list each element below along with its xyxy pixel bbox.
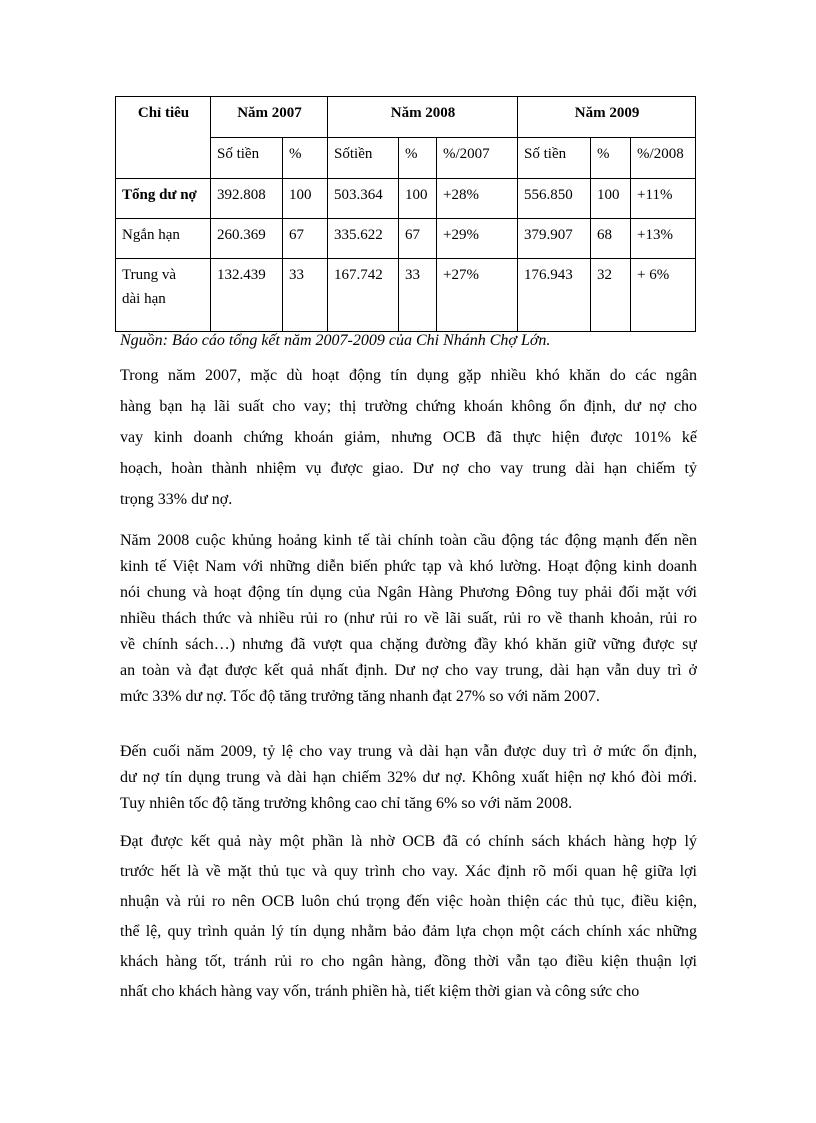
cell: 100 — [398, 178, 438, 219]
paragraph-line: hoạch, hoàn thành nhiệm vụ được giao. Dư… — [120, 460, 697, 477]
cell: 392.808 — [210, 178, 283, 219]
cell: 556.850 — [517, 178, 592, 219]
paragraph-line: hàng bạn hạ lãi suất cho vay; thị trường… — [120, 398, 697, 415]
table-row: Tổng dư nợ 392.808 100 503.364 100 +28% … — [115, 178, 697, 219]
cell: 132.439 — [210, 258, 283, 332]
subheader-cell: % — [398, 137, 438, 179]
subheader-cell: Sốtiền — [327, 137, 400, 179]
subheader-cell: % — [281, 137, 329, 179]
header-indicator: Chỉ tiêu — [115, 96, 211, 179]
paragraph-line: nhất cho khách hàng vay vốn, tránh phiền… — [120, 983, 640, 1000]
cell: 67 — [398, 218, 438, 259]
paragraph-line: Tuy nhiên tốc độ tăng trưởng không cao c… — [120, 795, 573, 812]
header-year-2009: Năm 2009 — [517, 96, 697, 138]
table-row: Trung và dài hạn 132.439 33 167.742 33 +2… — [115, 258, 697, 332]
paragraph-line: nhiều thách thức và nhiều rủi ro (như rủ… — [120, 610, 697, 627]
paragraph-line: an toàn và đạt được kết quả nhất định. D… — [120, 662, 697, 679]
subheader-cell: % — [590, 137, 632, 179]
subheader-cell: %/2007 — [436, 137, 519, 179]
paragraph-results: Đạt được kết quả này một phần là nhờ OCB… — [120, 827, 697, 1007]
subheader-cell: Số tiền — [210, 137, 283, 179]
paragraph-line: nhuận và rủi ro nên OCB luôn chú trọng đ… — [120, 893, 697, 910]
paragraph-2009: Đến cuối năm 2009, tỷ lệ cho vay trung v… — [120, 739, 697, 817]
paragraph-line: Trong năm 2007, mặc dù hoạt động tín dụn… — [120, 367, 697, 384]
cell: 335.622 — [327, 218, 400, 259]
cell: 32 — [590, 258, 632, 332]
paragraph-line: dư nợ tín dụng trung và dài hạn chiếm 32… — [120, 769, 697, 786]
paragraph-line: khách hàng tốt, tránh rủi ro cho ngân hà… — [120, 953, 697, 970]
cell: 379.907 — [517, 218, 592, 259]
cell: +28% — [436, 178, 519, 219]
cell: 68 — [590, 218, 632, 259]
row-label: Trung và dài hạn — [115, 258, 211, 332]
paragraph-line: mức 33% dư nợ. Tốc độ tăng trưởng tăng n… — [120, 688, 600, 705]
paragraph-line: Năm 2008 cuộc khủng hoảng kinh tế tài ch… — [120, 532, 697, 549]
cell: 100 — [590, 178, 632, 219]
paragraph-line: nói chung và hoạt động tín dụng của Ngân… — [120, 584, 697, 601]
cell: +27% — [436, 258, 519, 332]
cell: 33 — [281, 258, 329, 332]
paragraph-line: trước hết là về mặt thủ tục và quy trình… — [120, 863, 697, 880]
cell: 167.742 — [327, 258, 400, 332]
row-label-line: Trung và — [122, 267, 177, 283]
row-label-line: dài hạn — [122, 291, 166, 307]
paragraph-line: thể lệ, quy trình quản lý tín dụng nhằm … — [120, 923, 697, 940]
paragraph-line: Đạt được kết quả này một phần là nhờ OCB… — [120, 833, 697, 850]
subheader-cell: Số tiền — [517, 137, 592, 179]
paragraph-line: trọng 33% dư nợ. — [120, 491, 233, 508]
header-year-2007: Năm 2007 — [209, 96, 329, 138]
paragraph-line: về chính sách…) nhưng đã vượt qua chặng … — [120, 636, 697, 653]
cell: 100 — [281, 178, 329, 219]
cell: 176.943 — [517, 258, 592, 332]
paragraph-line: Đến cuối năm 2009, tỷ lệ cho vay trung v… — [120, 743, 697, 760]
row-label: Tổng dư nợ — [115, 178, 211, 219]
cell: +29% — [436, 218, 519, 259]
table-source-caption: Nguồn: Báo cáo tổng kết năm 2007-2009 củ… — [120, 332, 551, 349]
cell: +13% — [630, 218, 697, 259]
loan-table: Chỉ tiêu Năm 2007 Năm 2008 Năm 2009 Số t… — [115, 96, 697, 332]
cell: + 6% — [630, 258, 697, 332]
table-row: Ngắn hạn 260.369 67 335.622 67 +29% 379.… — [115, 218, 697, 259]
subheader-cell: %/2008 — [630, 137, 697, 179]
cell: 260.369 — [210, 218, 283, 259]
cell: 503.364 — [327, 178, 400, 219]
cell: +11% — [630, 178, 697, 219]
paragraph-line: kinh tế Việt Nam với những diễn biến phứ… — [120, 558, 697, 575]
cell: 33 — [398, 258, 438, 332]
row-label: Ngắn hạn — [115, 218, 211, 259]
cell: 67 — [281, 218, 329, 259]
paragraph-2008: Năm 2008 cuộc khủng hoảng kinh tế tài ch… — [120, 528, 697, 710]
paragraph-line: vay kinh doanh chứng khoán giảm, nhưng O… — [120, 429, 697, 446]
paragraph-2007: Trong năm 2007, mặc dù hoạt động tín dụn… — [120, 360, 697, 515]
header-year-2008: Năm 2008 — [327, 96, 519, 138]
